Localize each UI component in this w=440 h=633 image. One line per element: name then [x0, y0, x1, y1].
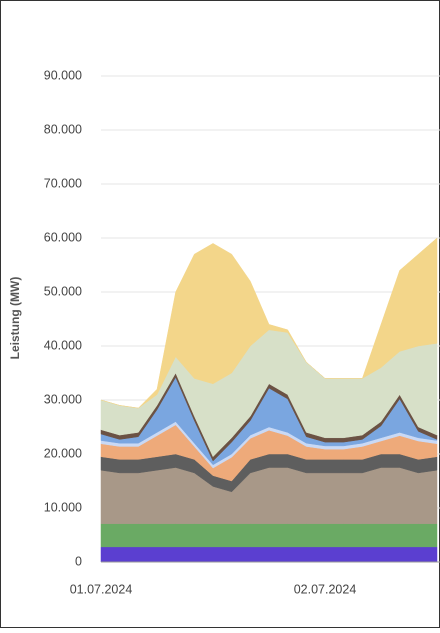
area	[100, 467, 438, 524]
area	[100, 237, 438, 409]
y-tick-label: 10.000	[44, 500, 82, 514]
y-tick-label: 20.000	[44, 446, 82, 460]
y-axis-title: Leistung (MW)	[8, 277, 22, 360]
area	[100, 546, 438, 563]
x-tick-label: 01.07.2024	[70, 582, 133, 596]
y-tick-label: 70.000	[44, 176, 82, 190]
y-tick-label: 0	[75, 554, 82, 568]
y-tick-label: 50.000	[44, 284, 82, 298]
x-tick-label: 02.07.2024	[294, 582, 357, 596]
y-tick-label: 30.000	[44, 392, 82, 406]
y-tick-label: 90.000	[44, 68, 82, 82]
y-tick-label: 40.000	[44, 338, 82, 352]
y-tick-label: 80.000	[44, 122, 82, 136]
area	[100, 523, 438, 548]
y-tick-label: 60.000	[44, 230, 82, 244]
